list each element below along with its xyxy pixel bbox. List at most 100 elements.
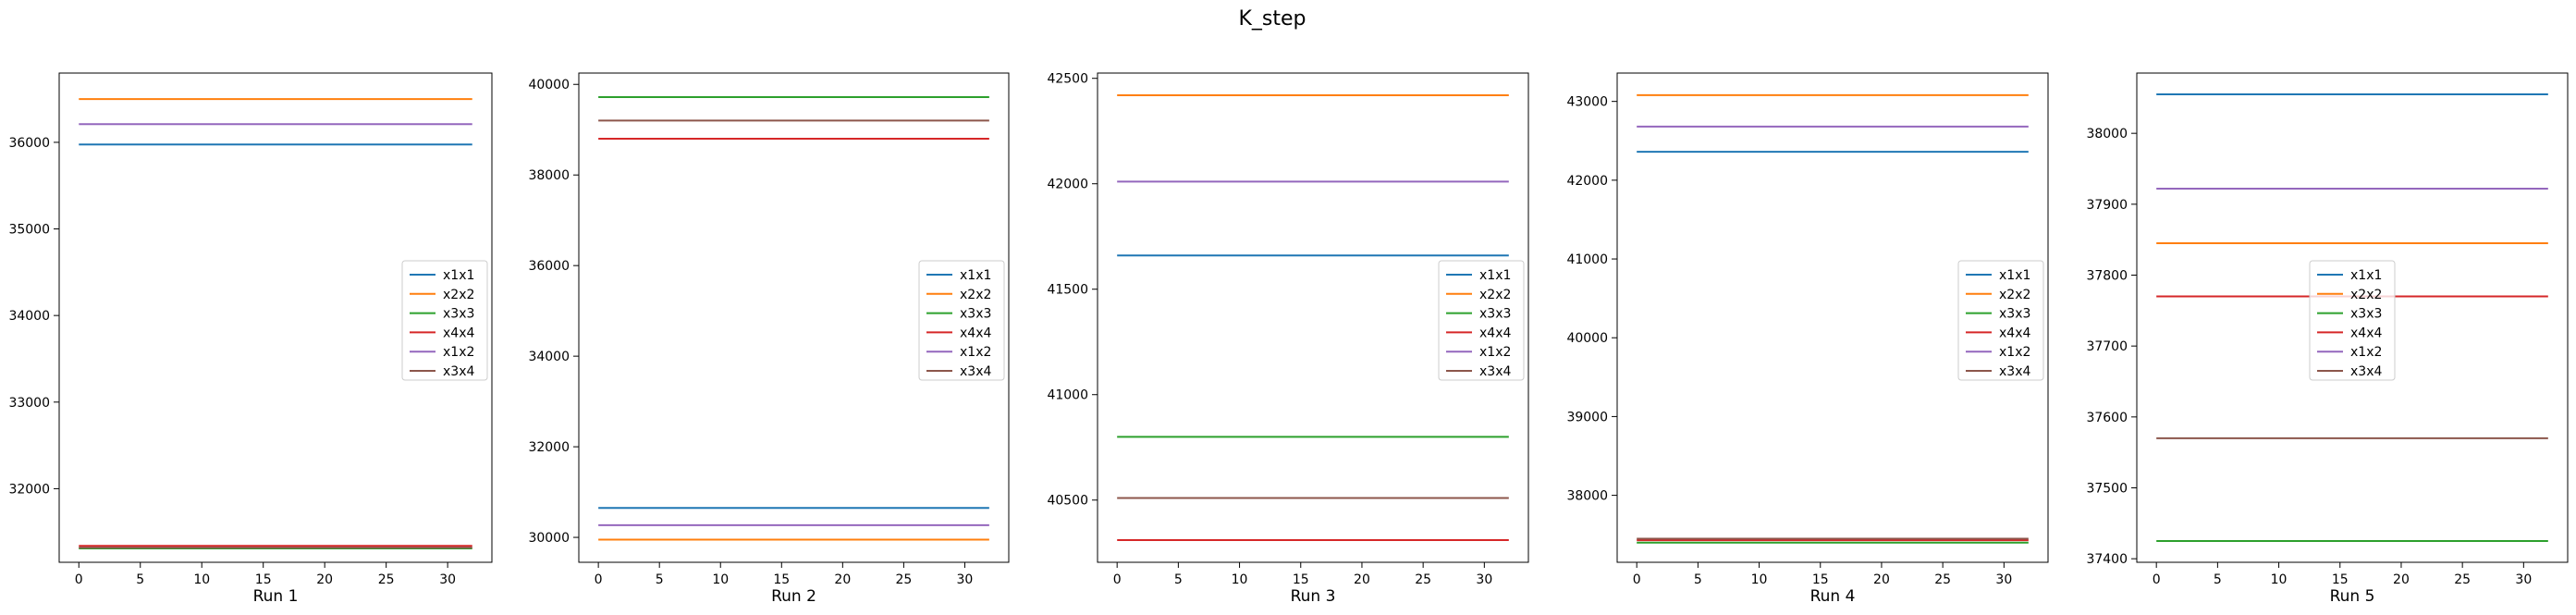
x-tick-label: 25 bbox=[378, 572, 395, 587]
subplot-run-2: 0 5 10 15 20 25 30 30000 32000 34000 36000 38000 400… bbox=[528, 72, 1010, 606]
x-tick-label: 20 bbox=[316, 572, 333, 587]
x-tick-label: 5 bbox=[2214, 572, 2222, 587]
x-tick-label: 15 bbox=[1293, 572, 1309, 587]
x-tick-label: 30 bbox=[439, 572, 456, 587]
legend-label-x2x2: x2x2 bbox=[1999, 288, 2030, 302]
x-tick-label: 0 bbox=[1633, 572, 1641, 587]
y-tick-label: 42000 bbox=[1566, 174, 1608, 189]
x-tick-label: 5 bbox=[136, 572, 144, 587]
y-tick-label: 37500 bbox=[2086, 482, 2128, 497]
axes-frame bbox=[578, 72, 1010, 563]
legend-box bbox=[1957, 260, 2044, 381]
y-tick-label: 36000 bbox=[528, 259, 570, 274]
y-tick-label: 35000 bbox=[8, 223, 50, 238]
legend-label-x1x1: x1x1 bbox=[960, 268, 991, 283]
x-tick-label: 10 bbox=[2271, 572, 2288, 587]
legend-label-x3x3: x3x3 bbox=[2350, 307, 2382, 322]
x-tick-label: 10 bbox=[193, 572, 210, 587]
y-tick-label: 37600 bbox=[2086, 411, 2128, 425]
x-tick-label: 20 bbox=[1873, 572, 1890, 587]
x-axis-label: Run 2 bbox=[771, 587, 816, 606]
legend-label-x4x4: x4x4 bbox=[443, 326, 474, 340]
subplot-run-3: 0 5 10 15 20 25 30 40500 41000 41500 42000 42500 Run… bbox=[1047, 72, 1529, 606]
y-tick-label: 38000 bbox=[528, 168, 570, 183]
legend-label-x1x2: x1x2 bbox=[1479, 345, 1511, 360]
legend: x1x1 x2x2 x3x3 x4x4 x1x2 x3x4 bbox=[1957, 260, 2044, 381]
legend-label-x1x1: x1x1 bbox=[1479, 268, 1511, 283]
legend-label-x1x2: x1x2 bbox=[1999, 345, 2030, 360]
x-tick-label: 30 bbox=[1995, 572, 2012, 587]
y-tick-label: 41500 bbox=[1047, 283, 1088, 298]
legend-box bbox=[401, 260, 488, 381]
y-tick-label: 33000 bbox=[8, 396, 50, 411]
x-tick-label: 0 bbox=[1113, 572, 1122, 587]
x-tick-label: 5 bbox=[1174, 572, 1183, 587]
legend-label-x3x4: x3x4 bbox=[2350, 364, 2382, 379]
legend-label-x1x2: x1x2 bbox=[2350, 345, 2382, 360]
y-tick-label: 41000 bbox=[1566, 252, 1608, 267]
legend-box bbox=[918, 260, 1005, 381]
legend-label-x3x4: x3x4 bbox=[443, 364, 474, 379]
legend-label-x3x4: x3x4 bbox=[1999, 364, 2030, 379]
subplots: 0 5 10 15 20 25 30 32000 33000 34000 35000 36000 Run… bbox=[8, 72, 2569, 606]
x-tick-label: 20 bbox=[1354, 572, 1370, 587]
legend-label-x3x3: x3x3 bbox=[443, 307, 474, 322]
x-tick-label: 10 bbox=[712, 572, 729, 587]
x-tick-label: 15 bbox=[773, 572, 790, 587]
x-tick-label: 10 bbox=[1232, 572, 1248, 587]
y-tick-label: 41000 bbox=[1047, 388, 1088, 403]
y-tick-label: 37400 bbox=[2086, 552, 2128, 567]
x-axis-label: Run 5 bbox=[2330, 587, 2375, 606]
x-tick-label: 30 bbox=[1476, 572, 1492, 587]
x-tick-label: 0 bbox=[595, 572, 603, 587]
legend-label-x1x1: x1x1 bbox=[443, 268, 474, 283]
figure-title: K_step bbox=[1238, 7, 1306, 31]
x-tick-label: 25 bbox=[1415, 572, 1431, 587]
x-tick-label: 15 bbox=[1812, 572, 1829, 587]
legend-label-x2x2: x2x2 bbox=[1479, 288, 1511, 302]
y-tick-label: 42000 bbox=[1047, 178, 1088, 192]
y-tick-label: 37900 bbox=[2086, 198, 2128, 213]
y-tick-label: 37800 bbox=[2086, 269, 2128, 284]
legend: x1x1 x2x2 x3x3 x4x4 x1x2 x3x4 bbox=[401, 260, 488, 381]
legend: x1x1 x2x2 x3x3 x4x4 x1x2 x3x4 bbox=[918, 260, 1005, 381]
subplot-run-4: 0 5 10 15 20 25 30 38000 39000 40000 41000 42000 430… bbox=[1566, 72, 2049, 606]
x-tick-label: 15 bbox=[2332, 572, 2349, 587]
legend-label-x1x1: x1x1 bbox=[2350, 268, 2382, 283]
legend-label-x3x3: x3x3 bbox=[960, 307, 991, 322]
legend-label-x1x2: x1x2 bbox=[960, 345, 991, 360]
y-tick-label: 34000 bbox=[8, 309, 50, 324]
legend-box bbox=[1438, 260, 1525, 381]
x-axis-label: Run 4 bbox=[1810, 587, 1856, 606]
legend-label-x4x4: x4x4 bbox=[960, 326, 991, 340]
axes-frame bbox=[1616, 72, 2049, 563]
legend-label-x4x4: x4x4 bbox=[1999, 326, 2030, 340]
x-tick-label: 0 bbox=[2153, 572, 2161, 587]
x-axis-label: Run 1 bbox=[253, 587, 299, 606]
subplot-run-5: 0 5 10 15 20 25 30 37400 37500 37600 37700 37800 379… bbox=[2086, 72, 2569, 606]
axes-frame bbox=[2136, 72, 2569, 563]
y-tick-label: 39000 bbox=[1566, 410, 1608, 424]
x-tick-label: 0 bbox=[75, 572, 83, 587]
x-axis-label: Run 3 bbox=[1291, 587, 1336, 606]
y-tick-label: 37700 bbox=[2086, 339, 2128, 354]
legend-label-x4x4: x4x4 bbox=[2350, 326, 2382, 340]
legend-label-x2x2: x2x2 bbox=[443, 288, 474, 302]
x-tick-label: 20 bbox=[2393, 572, 2410, 587]
legend-label-x2x2: x2x2 bbox=[2350, 288, 2382, 302]
legend: x1x1 x2x2 x3x3 x4x4 x1x2 x3x4 bbox=[2309, 260, 2396, 381]
subplot-run-1: 0 5 10 15 20 25 30 32000 33000 34000 35000 36000 Run… bbox=[8, 72, 493, 606]
x-tick-label: 25 bbox=[1934, 572, 1951, 587]
legend-label-x3x3: x3x3 bbox=[1479, 307, 1511, 322]
y-tick-label: 36000 bbox=[8, 136, 50, 151]
legend-label-x1x2: x1x2 bbox=[443, 345, 474, 360]
y-tick-label: 38000 bbox=[1566, 489, 1608, 504]
axes-frame bbox=[58, 72, 493, 563]
legend-label-x4x4: x4x4 bbox=[1479, 326, 1511, 340]
legend-label-x3x3: x3x3 bbox=[1999, 307, 2030, 322]
y-tick-label: 38000 bbox=[2086, 127, 2128, 141]
x-tick-label: 30 bbox=[2515, 572, 2532, 587]
legend-label-x2x2: x2x2 bbox=[960, 288, 991, 302]
legend: x1x1 x2x2 x3x3 x4x4 x1x2 x3x4 bbox=[1438, 260, 1525, 381]
